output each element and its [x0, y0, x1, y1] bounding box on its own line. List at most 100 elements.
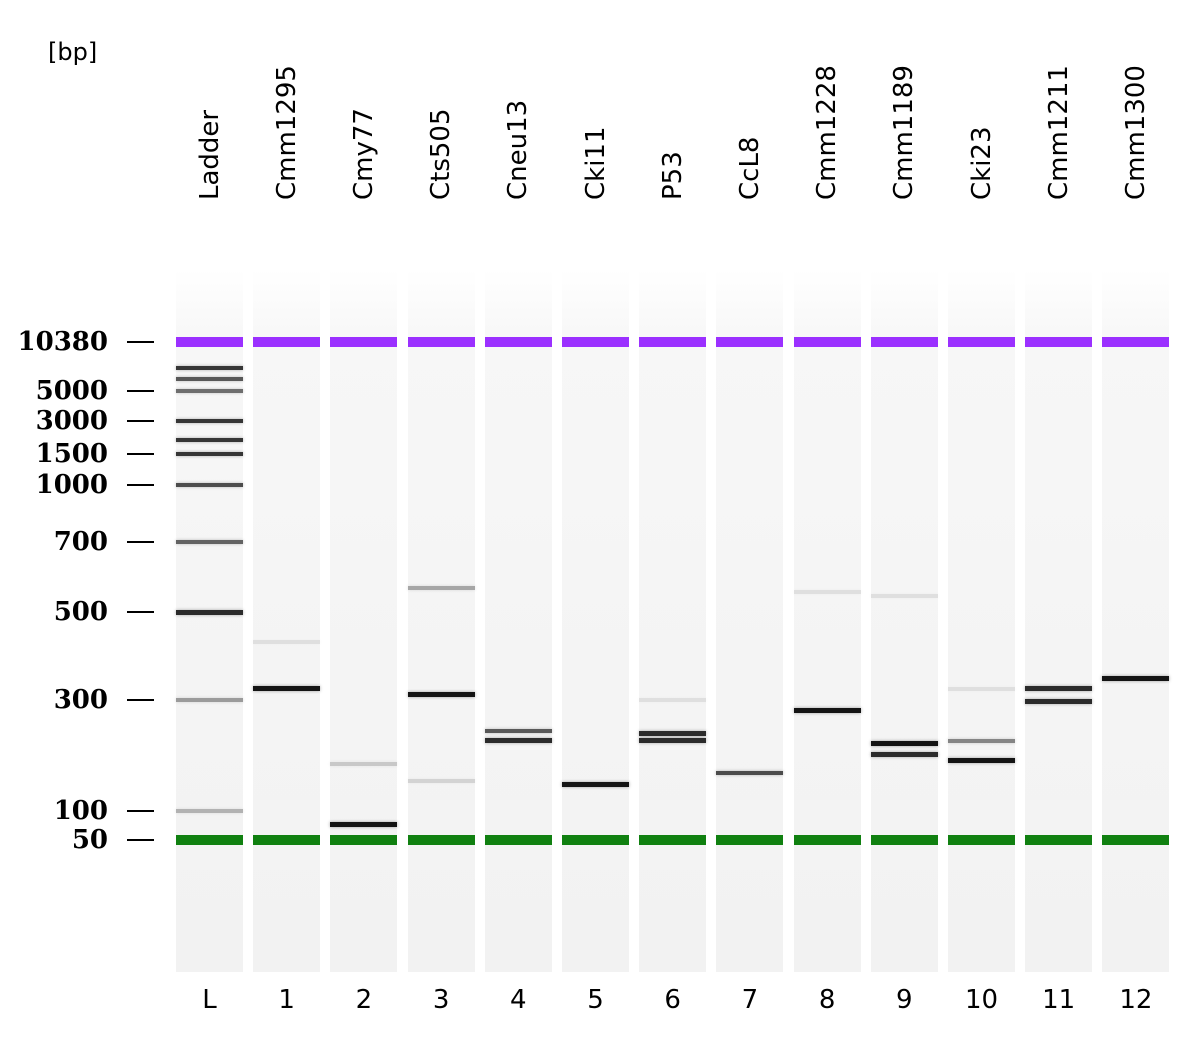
gel-lane — [639, 270, 707, 972]
dna-band — [639, 731, 707, 737]
size-tick-100 — [127, 810, 154, 812]
size-tick-1500 — [127, 453, 154, 455]
dna-band — [639, 738, 707, 744]
dna-band — [870, 741, 938, 747]
lane-name-cki11: Cki11 — [580, 126, 611, 200]
size-label-10380: 10380 — [17, 327, 108, 357]
upper-marker-band — [562, 337, 629, 347]
dna-band — [253, 686, 321, 692]
lane-number: 12 — [1119, 985, 1153, 1015]
lower-marker-band — [639, 835, 707, 845]
size-label-1500: 1500 — [35, 439, 108, 469]
dna-band — [407, 691, 475, 697]
upper-marker-band — [1102, 337, 1170, 347]
dna-band — [407, 586, 475, 591]
gel-lane — [1102, 270, 1170, 972]
upper-marker-band — [253, 337, 321, 347]
gel-lane — [562, 270, 629, 972]
upper-marker-band — [330, 337, 398, 347]
size-tick-10380 — [127, 341, 154, 343]
dna-band — [176, 438, 243, 443]
lane-number: 10 — [964, 985, 999, 1015]
gel-lane — [716, 270, 784, 972]
upper-marker-band — [948, 337, 1015, 347]
lane-number: 7 — [741, 985, 759, 1015]
gel-lane — [484, 270, 552, 972]
dna-band — [176, 366, 243, 371]
upper-marker-band — [793, 337, 861, 347]
size-label-700: 700 — [53, 527, 108, 557]
dna-band — [1025, 686, 1093, 692]
dna-band — [1102, 675, 1170, 681]
dna-band — [948, 686, 1015, 691]
dna-band — [484, 729, 552, 734]
lower-marker-band — [407, 835, 475, 845]
gel-lane — [176, 270, 243, 972]
size-label-100: 100 — [53, 796, 108, 826]
dna-band — [639, 698, 707, 702]
size-tick-300 — [127, 699, 154, 701]
lower-marker-band — [1102, 835, 1170, 845]
lane-number: 3 — [432, 985, 450, 1015]
size-tick-5000 — [127, 390, 154, 392]
size-tick-3000 — [127, 420, 154, 422]
lower-marker-band — [793, 835, 861, 845]
gel-lane — [870, 270, 938, 972]
lane-name-cmy77: Cmy77 — [348, 108, 379, 200]
size-tick-50 — [127, 839, 154, 841]
gel-lane — [948, 270, 1015, 972]
upper-marker-band — [1025, 337, 1093, 347]
gel-lane — [1025, 270, 1093, 972]
size-label-5000: 5000 — [35, 376, 108, 406]
lane-name-cmm1300: Cmm1300 — [1120, 65, 1151, 200]
lower-marker-band — [253, 835, 321, 845]
lane-name-cmm1211: Cmm1211 — [1043, 65, 1074, 200]
unit-label: [bp] — [48, 38, 98, 66]
dna-band — [870, 593, 938, 598]
lane-number: 8 — [818, 985, 836, 1015]
dna-band — [176, 483, 243, 487]
dna-band — [176, 609, 243, 615]
dna-band — [330, 822, 398, 828]
lane-name-ccl8: CcL8 — [734, 136, 765, 200]
size-tick-500 — [127, 611, 154, 613]
size-label-3000: 3000 — [35, 406, 108, 436]
lower-marker-band — [716, 835, 784, 845]
upper-marker-band — [716, 337, 784, 347]
dna-band — [176, 698, 243, 702]
lane-number: 1 — [278, 985, 295, 1015]
lane-name-p53: P53 — [657, 151, 688, 200]
upper-marker-band — [176, 337, 243, 347]
dna-band — [793, 708, 861, 714]
lane-number: 11 — [1042, 985, 1076, 1015]
lane-number: 6 — [664, 985, 681, 1015]
lane-name-cmm1189: Cmm1189 — [889, 65, 920, 200]
dna-band — [176, 809, 243, 813]
size-tick-700 — [127, 541, 154, 543]
lane-name-cneu13: Cneu13 — [503, 99, 534, 200]
lane-number: L — [202, 985, 217, 1015]
dna-band — [1025, 699, 1093, 705]
dna-band — [716, 771, 784, 776]
lower-marker-band — [870, 835, 938, 845]
lower-marker-band — [330, 835, 398, 845]
size-label-500: 500 — [53, 597, 108, 627]
lane-number: 2 — [355, 985, 373, 1015]
upper-marker-band — [639, 337, 707, 347]
dna-band — [176, 419, 243, 423]
lower-marker-band — [176, 835, 243, 845]
lane-number: 9 — [896, 985, 913, 1015]
dna-band — [407, 778, 475, 783]
size-tick-1000 — [127, 484, 154, 486]
dna-band — [176, 452, 243, 456]
dna-band — [330, 761, 398, 766]
lane-name-cts505: Cts505 — [426, 108, 457, 200]
lower-marker-band — [562, 835, 629, 845]
size-label-300: 300 — [53, 685, 108, 715]
dna-band — [870, 751, 938, 757]
gel-lane — [407, 270, 475, 972]
dna-band — [484, 738, 552, 744]
gel-lane — [793, 270, 861, 972]
size-label-50: 50 — [71, 825, 108, 855]
lower-marker-band — [948, 835, 1015, 845]
